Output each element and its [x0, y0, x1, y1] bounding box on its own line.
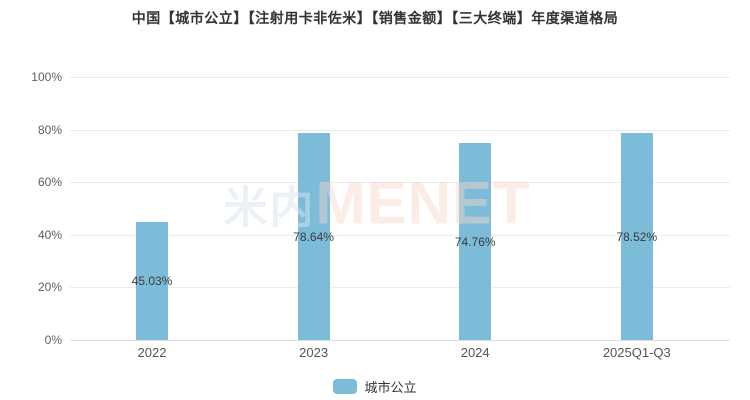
gridline-40: [70, 234, 730, 236]
chart-title: 中国【城市公立】【注射用卡非佐米】【销售金额】【三大终端】年度渠道格局: [131, 10, 619, 26]
y-tick-label-100: 100%: [31, 70, 62, 84]
y-tick-label-20: 20%: [37, 280, 62, 295]
bar-2025Q1-Q3[interactable]: [620, 133, 653, 340]
bar-2022[interactable]: [136, 221, 168, 340]
legend-swatch: [333, 379, 358, 394]
y-tick-label-40: 40%: [37, 227, 62, 242]
watermark-en-text: MENET: [315, 169, 531, 237]
gridline-60: [70, 182, 730, 184]
y-tick-label-0: 0%: [44, 333, 62, 347]
bar-2024[interactable]: [459, 143, 492, 340]
legend-label: 城市公立: [364, 380, 417, 395]
gridline-80: [70, 129, 730, 131]
bar-value-label-2022: 45.03%: [131, 273, 173, 288]
bar-2023[interactable]: [297, 133, 330, 340]
gridline-20: [70, 287, 730, 289]
gridline-100: [70, 77, 730, 78]
x-tick-label-2024: 2024: [460, 345, 490, 360]
bar-value-label-2024: 74.76%: [454, 234, 496, 249]
x-tick-label-2025Q1-Q3: 2025Q1-Q3: [602, 345, 671, 360]
y-tick-label-80: 80%: [37, 122, 62, 137]
y-tick-label-60: 60%: [37, 175, 62, 190]
bar-value-label-2025Q1-Q3: 78.52%: [616, 229, 658, 244]
x-tick-label-2022: 2022: [137, 345, 167, 360]
gridline-0: [70, 340, 730, 341]
bar-value-label-2023: 78.64%: [293, 229, 334, 244]
legend[interactable]: 城市公立: [0, 377, 750, 396]
x-tick-label-2023: 2023: [299, 345, 329, 360]
